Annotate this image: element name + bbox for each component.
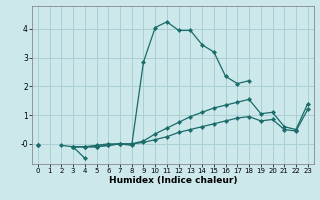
X-axis label: Humidex (Indice chaleur): Humidex (Indice chaleur): [108, 176, 237, 185]
